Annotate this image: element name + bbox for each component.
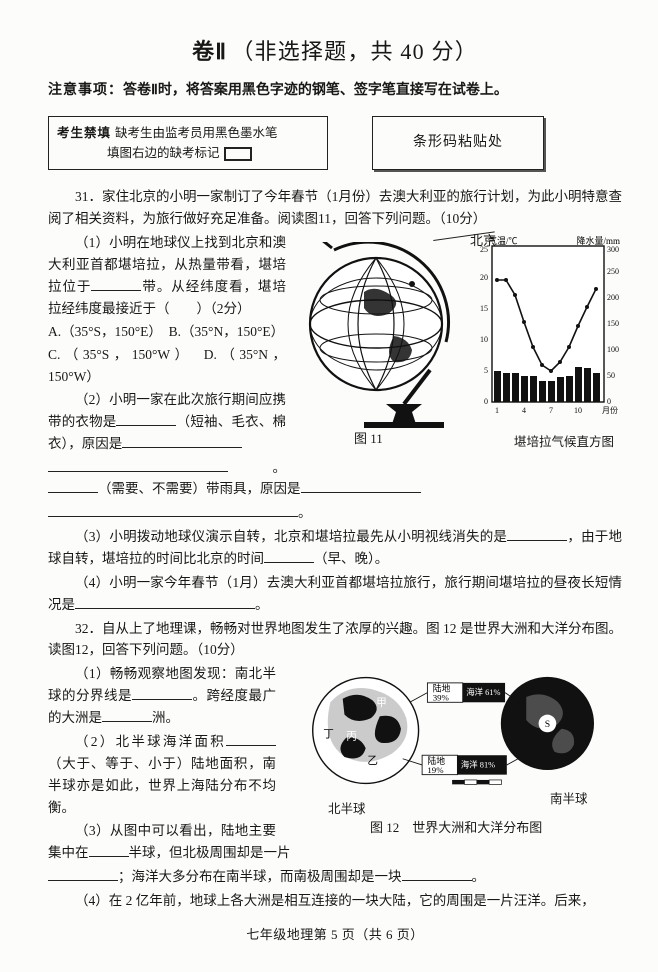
absent-line2: 填图右边的缺考标记 — [107, 146, 220, 160]
svg-text:月份: 月份 — [602, 405, 618, 415]
barcode-label: 条形码粘贴处 — [413, 132, 503, 155]
blank[interactable] — [264, 549, 314, 564]
absent-line1: 缺考生由监考员用黑色墨水笔 — [115, 126, 278, 140]
svg-text:10: 10 — [480, 335, 488, 344]
blank[interactable] — [402, 867, 472, 882]
blank[interactable] — [226, 731, 276, 746]
blank[interactable] — [89, 843, 129, 858]
scale-bar — [452, 780, 501, 784]
blank[interactable] — [102, 708, 152, 723]
svg-text:7: 7 — [549, 406, 553, 415]
svg-text:200: 200 — [607, 293, 619, 302]
blank[interactable] — [507, 527, 567, 542]
q32-3b: ；海洋大多分布在南半球，而南极周围却是一块。 — [48, 866, 622, 888]
q31-intro: 31．家住北京的小明一家制订了今年春节（1月份）去澳大利亚的旅行计划，为此小明特… — [48, 186, 622, 230]
barcode-paste-box: 条形码粘贴处 — [372, 116, 544, 170]
blank[interactable] — [116, 411, 176, 426]
svg-text:20: 20 — [480, 273, 488, 282]
south-hemi-label: 南半球 — [550, 789, 588, 809]
blank[interactable] — [91, 276, 141, 291]
label-S: S — [545, 719, 550, 730]
figure-11-caption: 图 11 — [354, 428, 383, 449]
q31-4: （4）小明一家今年春节（1月）去澳大利亚首都堪培拉旅行，旅行期间堪培拉的昼夜长短… — [48, 572, 622, 616]
svg-text:1: 1 — [495, 406, 499, 415]
svg-text:50: 50 — [607, 371, 615, 380]
q31-2b: 。（需要、不需要）带雨具，原因是 — [48, 457, 622, 501]
svg-text:海洋 61%: 海洋 61% — [466, 688, 500, 698]
svg-text:300: 300 — [607, 245, 619, 254]
climate-chart: 气温/℃ 降水量/mm 0 5 10 15 20 25 0 50 100 150… — [470, 236, 622, 432]
svg-text:15: 15 — [480, 304, 488, 313]
blank[interactable] — [48, 503, 298, 518]
svg-text:100: 100 — [607, 345, 619, 354]
svg-text:5: 5 — [484, 366, 488, 375]
label-bing: 丙 — [346, 732, 357, 743]
candidate-no-fill-label: 考生禁填 — [57, 126, 111, 140]
q32-intro: 32．自从上了地理课，畅畅对世界地图发生了浓厚的兴趣。图 12 是世界大洲和大洋… — [48, 618, 622, 662]
blank[interactable] — [301, 479, 421, 494]
q31-3: （3）小明拨动地球仪演示自转，北京和堪培拉最先从小明视线消失的是，由于地球自转，… — [48, 526, 622, 570]
svg-text:0: 0 — [484, 397, 488, 406]
blank[interactable] — [132, 686, 192, 701]
svg-text:39%: 39% — [433, 693, 450, 703]
svg-text:10: 10 — [574, 406, 582, 415]
blank[interactable] — [122, 433, 242, 448]
exam-page: 卷Ⅱ（非选择题，共 40 分） 注意事项：答卷Ⅱ时，将答案用黑色字迹的钢笔、签字… — [0, 0, 658, 972]
figure-12-caption: 图 12 世界大洲和大洋分布图 — [370, 817, 542, 838]
globe-icon — [294, 242, 466, 430]
form-boxes-row: 考生禁填缺考生由监考员用黑色墨水笔 填图右边的缺考标记 条形码粘贴处 — [48, 116, 622, 170]
blank[interactable] — [48, 479, 98, 494]
north-legend: 陆地 39% 海洋 61% — [410, 683, 519, 703]
svg-text:4: 4 — [522, 406, 526, 415]
absent-mark-box: 考生禁填缺考生由监考员用黑色墨水笔 填图右边的缺考标记 — [48, 116, 328, 170]
north-hemi-label: 北半球 — [328, 799, 366, 819]
svg-text:25: 25 — [480, 245, 488, 254]
q31-2c: 。 — [48, 502, 622, 524]
notice-label: 注意事项： — [48, 83, 123, 98]
page-footer: 七年级地理第 5 页（共 6 页） — [48, 924, 622, 945]
south-legend: 陆地 19% 海洋 81% — [403, 755, 525, 775]
volume-label: 卷Ⅱ — [192, 39, 227, 64]
label-ding: 丁 — [323, 730, 334, 741]
subtitle: （非选择题，共 40 分） — [231, 39, 478, 64]
temp-axis-label: 气温/℃ — [488, 236, 518, 246]
label-yi: 乙 — [367, 755, 378, 767]
label-jia: 甲 — [376, 698, 387, 709]
notice-text: 答卷Ⅱ时，将答案用黑色字迹的钢笔、签字笔直接写在试卷上。 — [123, 83, 508, 98]
q32-4: （4）在 2 亿年前，地球上各大洲是相互连接的一块大陆，它的周围是一片汪洋。后来… — [48, 890, 622, 912]
notice: 注意事项：答卷Ⅱ时，将答案用黑色字迹的钢笔、签字笔直接写在试卷上。 — [48, 80, 622, 103]
svg-text:0: 0 — [607, 397, 611, 406]
blank[interactable] — [75, 594, 255, 609]
svg-text:150: 150 — [607, 319, 619, 328]
absent-mark-icon — [224, 147, 252, 161]
figure-12: 甲 丁 丙 乙 S 陆地 39% 海洋 61% 陆地 — [284, 667, 622, 837]
blank[interactable] — [48, 867, 118, 882]
blank[interactable] — [48, 457, 228, 472]
page-title: 卷Ⅱ（非选择题，共 40 分） — [48, 34, 622, 70]
svg-text:19%: 19% — [427, 765, 444, 775]
svg-text:海洋 81%: 海洋 81% — [461, 760, 495, 770]
svg-text:250: 250 — [607, 267, 619, 276]
figure-11: 北京 图 11 气温/℃ 降水量/mm — [294, 236, 622, 460]
climate-chart-caption: 堪培拉气候直方图 — [514, 432, 614, 452]
